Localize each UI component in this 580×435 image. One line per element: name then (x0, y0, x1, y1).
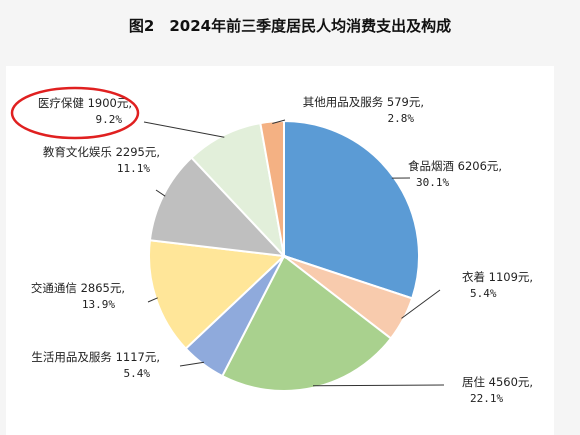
highlight-ellipse (10, 86, 140, 140)
slice-percent-0: 30.1% (416, 176, 449, 189)
slice-percent-3: 5.4% (124, 367, 151, 380)
slice-percent-2: 22.1% (470, 392, 503, 405)
leader-line-1 (401, 289, 441, 319)
slice-label-7: 其他用品及服务 579元, (303, 95, 424, 109)
slice-percent-7: 2.8% (388, 112, 415, 125)
slice-percent-4: 13.9% (82, 298, 115, 311)
leader-line-3 (179, 361, 205, 367)
slice-percent-6: 9.2% (96, 113, 123, 126)
slice-label-5: 教育文化娱乐 2295元, (43, 145, 160, 159)
leader-line-4 (147, 297, 158, 303)
slice-label-0: 食品烟酒 6206元, (408, 159, 502, 173)
slice-label-1: 衣着 1109元, (462, 270, 533, 284)
leader-line-2 (312, 384, 445, 387)
slice-label-3: 生活用品及服务 1117元, (31, 350, 160, 364)
slice-label-6: 医疗保健 1900元, (38, 96, 132, 110)
slice-label-2: 居住 4560元, (462, 375, 533, 389)
pie-slice-6 (190, 121, 286, 260)
pie-slice-0 (283, 119, 420, 300)
leader-line-6 (143, 121, 225, 138)
slice-label-4: 交通通信 2865元, (31, 281, 125, 295)
chart-title: 图2 2024年前三季度居民人均消费支出及构成 (128, 17, 452, 35)
pie-slice-2 (220, 254, 393, 392)
pie-slice-7 (259, 119, 285, 257)
leader-line-7 (272, 119, 286, 124)
slice-percent-1: 5.4% (470, 287, 497, 300)
leader-line-5 (155, 189, 166, 197)
slice-percent-5: 11.1% (117, 162, 150, 175)
